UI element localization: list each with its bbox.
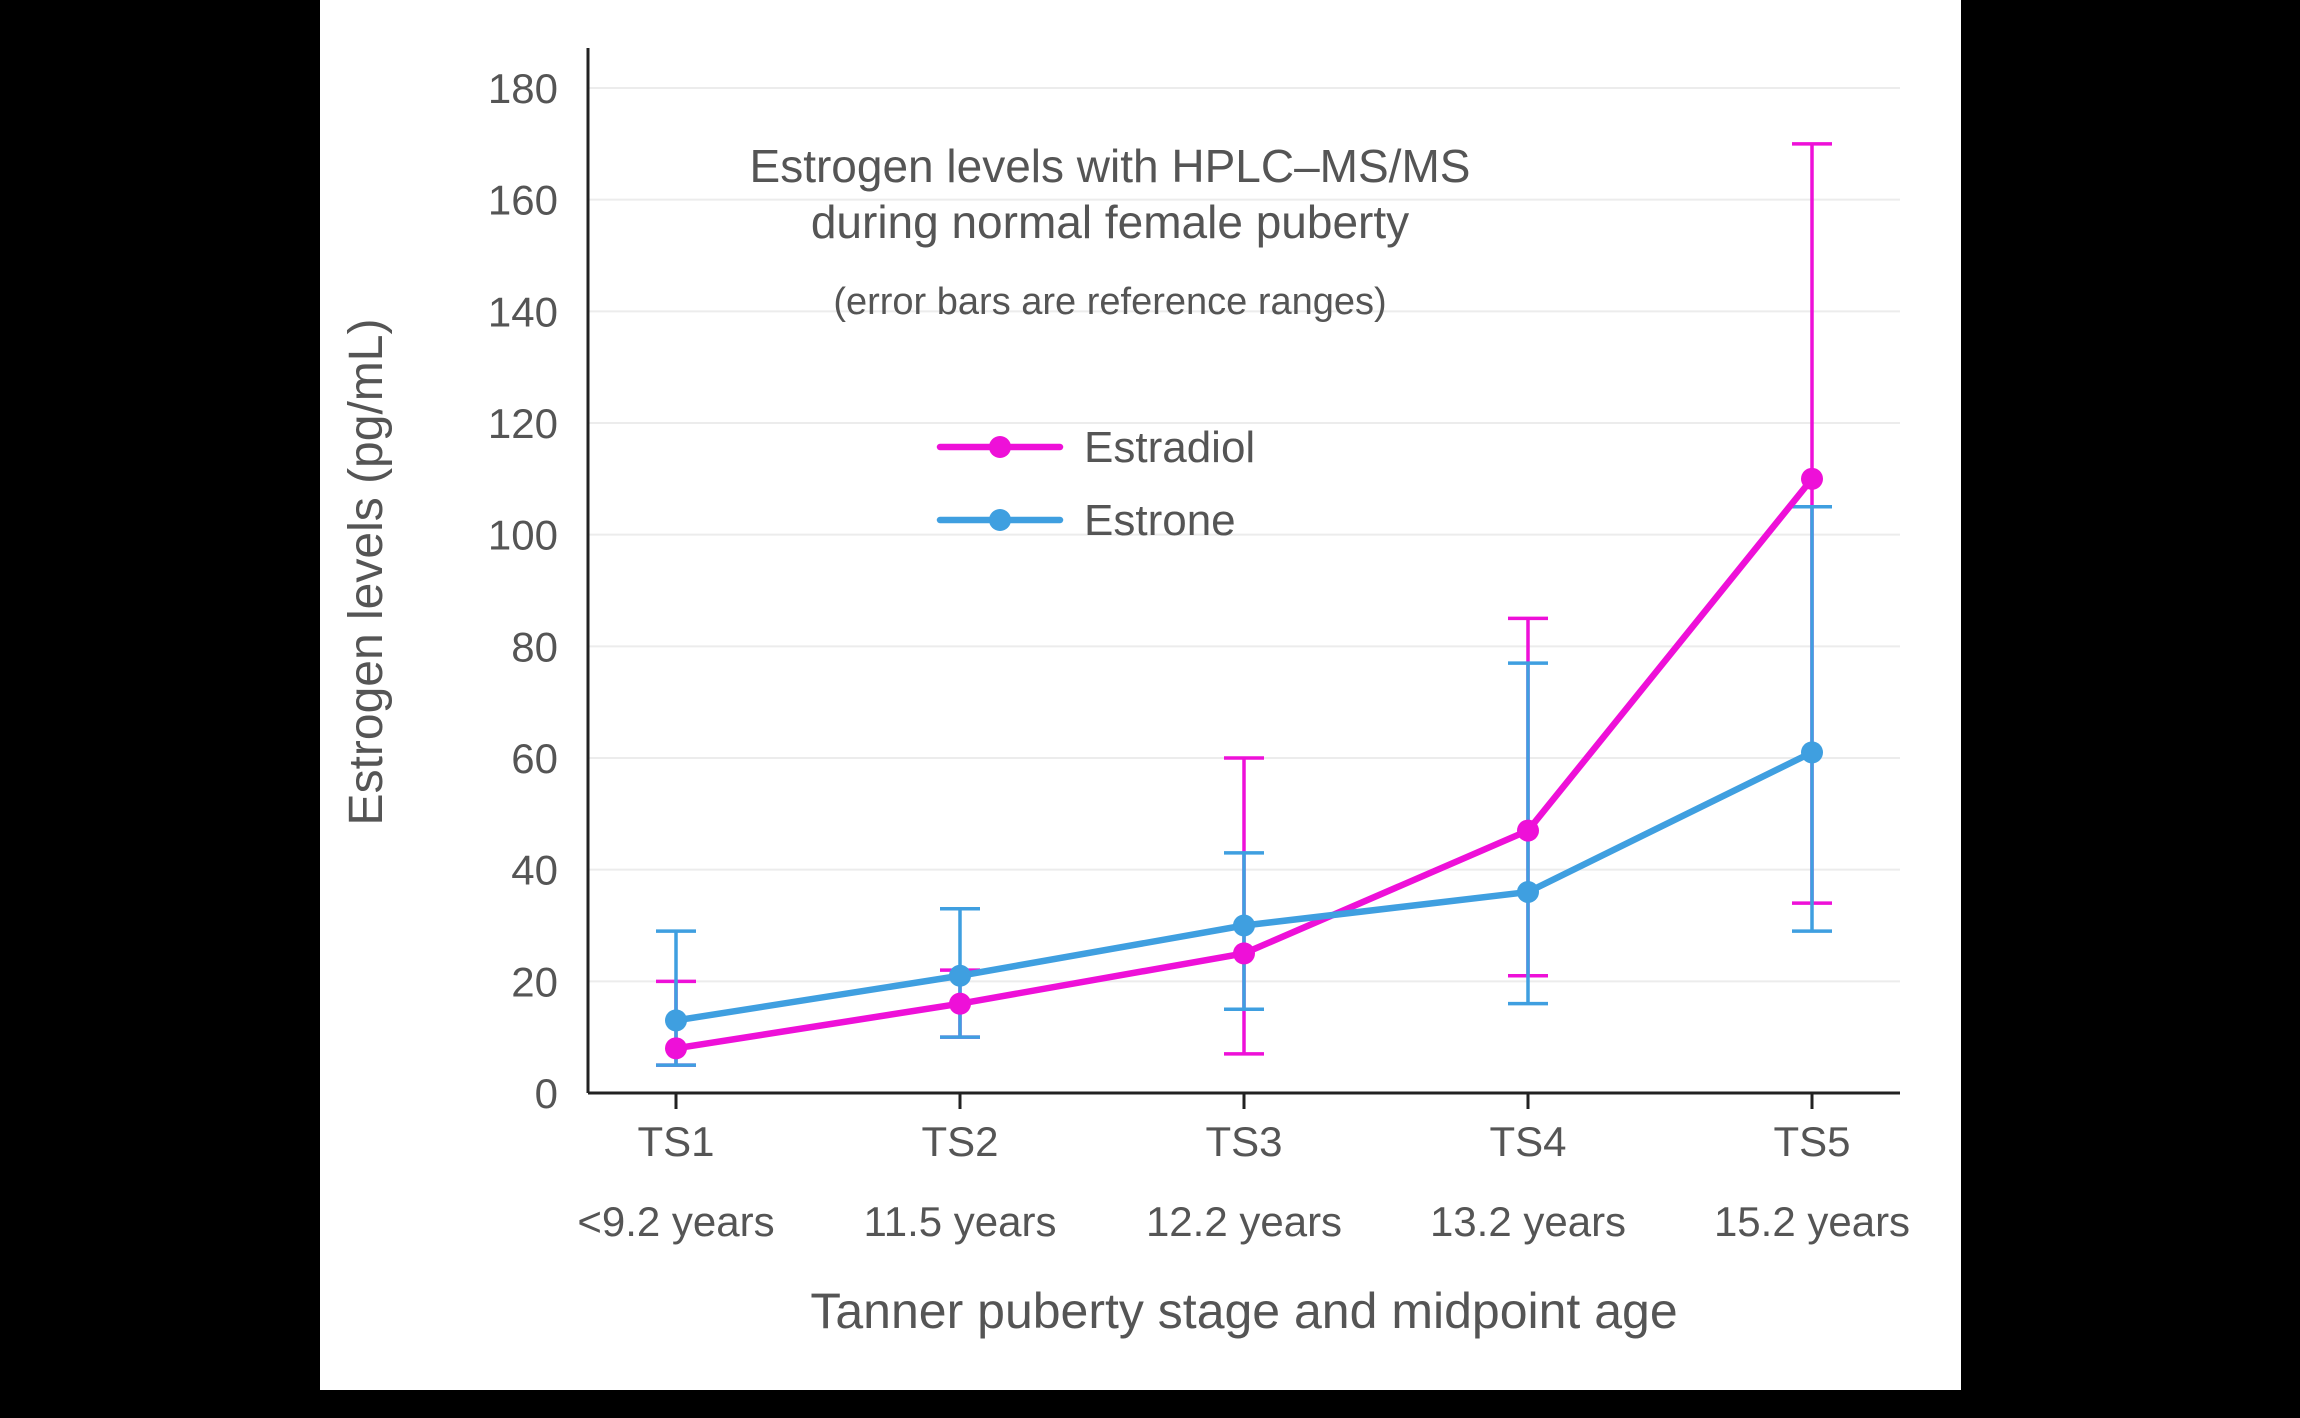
- estrogen-puberty-line-chart: 0 20 40 60 80 100 120 140 160 180 TS1 <9.2 years TS2…: [340, 48, 1910, 1339]
- y-tick-label: 20: [511, 958, 558, 1005]
- x-tick-sublabel: 15.2 years: [1714, 1198, 1910, 1245]
- chart-title-line1: Estrogen levels with HPLC–MS/MS: [750, 140, 1471, 192]
- data-point-estrone: [1233, 914, 1255, 937]
- chart-subtitle: (error bars are reference ranges): [833, 281, 1386, 323]
- y-axis-title: Estrogen levels (pg/mL): [340, 319, 393, 826]
- x-tick-label: TS3: [1205, 1118, 1282, 1165]
- x-tick-label: TS1: [637, 1118, 714, 1165]
- y-tick-label: 40: [511, 847, 558, 894]
- y-tick-label: 100: [488, 512, 558, 559]
- data-point-estrone: [1801, 741, 1823, 764]
- data-point-estradiol: [949, 992, 971, 1015]
- x-tick-label: TS5: [1773, 1118, 1850, 1165]
- chart-panel: 0 20 40 60 80 100 120 140 160 180 TS1 <9.2 years TS2…: [320, 0, 1961, 1390]
- chart-title-line2: during normal female puberty: [811, 196, 1409, 248]
- legend-label: Estrone: [1084, 496, 1236, 545]
- y-tick-label: 180: [488, 65, 558, 112]
- y-tick-label: 0: [535, 1070, 558, 1117]
- legend-marker-swatch: [989, 509, 1011, 531]
- data-point-estradiol: [1233, 942, 1255, 965]
- x-tick-sublabel: <9.2 years: [577, 1198, 774, 1245]
- y-tick-label: 120: [488, 400, 558, 447]
- y-tick-label: 60: [511, 735, 558, 782]
- y-tick-label: 160: [488, 177, 558, 224]
- data-point-estradiol: [1517, 819, 1539, 842]
- data-point-estrone: [665, 1009, 687, 1032]
- x-tick-sublabel: 13.2 years: [1430, 1198, 1626, 1245]
- data-point-estradiol: [665, 1037, 687, 1060]
- legend-label: Estradiol: [1084, 423, 1255, 472]
- x-tick-label: TS4: [1489, 1118, 1566, 1165]
- x-axis-title: Tanner puberty stage and midpoint age: [810, 1283, 1677, 1339]
- y-tick-label: 140: [488, 288, 558, 335]
- x-tick-sublabel: 11.5 years: [864, 1198, 1057, 1245]
- x-tick-sublabel: 12.2 years: [1146, 1198, 1342, 1245]
- x-tick-label: TS2: [921, 1118, 998, 1165]
- data-point-estrone: [949, 964, 971, 987]
- data-point-estrone: [1517, 881, 1539, 903]
- y-tick-label: 80: [511, 623, 558, 670]
- data-point-estradiol: [1801, 467, 1823, 490]
- legend-marker-swatch: [989, 436, 1011, 458]
